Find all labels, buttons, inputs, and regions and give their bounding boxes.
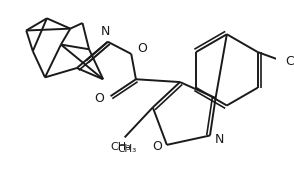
Text: CH₃: CH₃ [111,142,131,152]
Text: N: N [215,133,224,146]
Text: O: O [138,42,147,55]
Text: Cl: Cl [285,55,294,68]
Text: N: N [101,25,111,38]
Text: O: O [153,140,162,153]
Text: O: O [94,93,104,105]
Text: CH₃: CH₃ [117,144,136,154]
